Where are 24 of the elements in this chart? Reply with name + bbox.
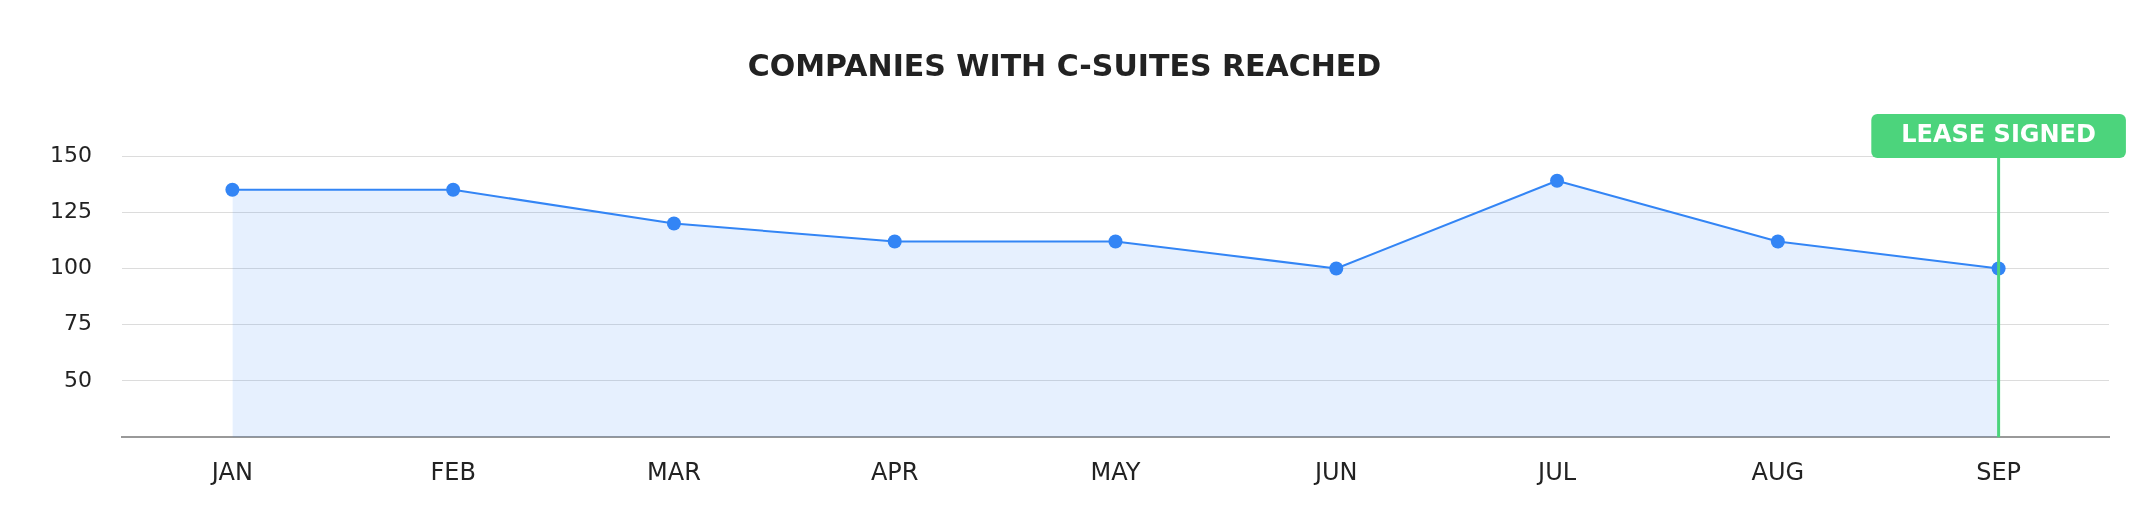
chart-title: COMPANIES WITH C-SUITES REACHED <box>747 47 1382 83</box>
x-tick-label: AUG <box>1751 457 1805 486</box>
y-tick-label: 150 <box>49 141 92 167</box>
point <box>666 216 681 231</box>
x-tick-label: MAR <box>647 457 701 486</box>
point <box>1329 261 1344 276</box>
y-tick-label: 50 <box>63 366 92 392</box>
point <box>225 182 240 197</box>
point <box>1108 234 1123 249</box>
y-tick-label: 75 <box>63 310 92 336</box>
x-tick-label: APR <box>870 457 919 486</box>
x-tick-label: MAY <box>1090 457 1141 486</box>
x-tick-label: FEB <box>430 457 476 486</box>
x-tick-label: SEP <box>1976 457 2022 486</box>
y-tick-label: 125 <box>49 197 92 223</box>
ref-line-label: LEASE SIGNED <box>1901 120 2096 149</box>
x-tick-label: JAN <box>209 457 253 486</box>
point <box>1770 234 1785 249</box>
point <box>446 182 461 197</box>
point <box>887 234 902 249</box>
point <box>1550 173 1565 188</box>
y-tick-label: 100 <box>49 254 92 280</box>
x-tick-label: JUN <box>1312 457 1358 486</box>
x-tick-label: JUL <box>1536 457 1577 486</box>
